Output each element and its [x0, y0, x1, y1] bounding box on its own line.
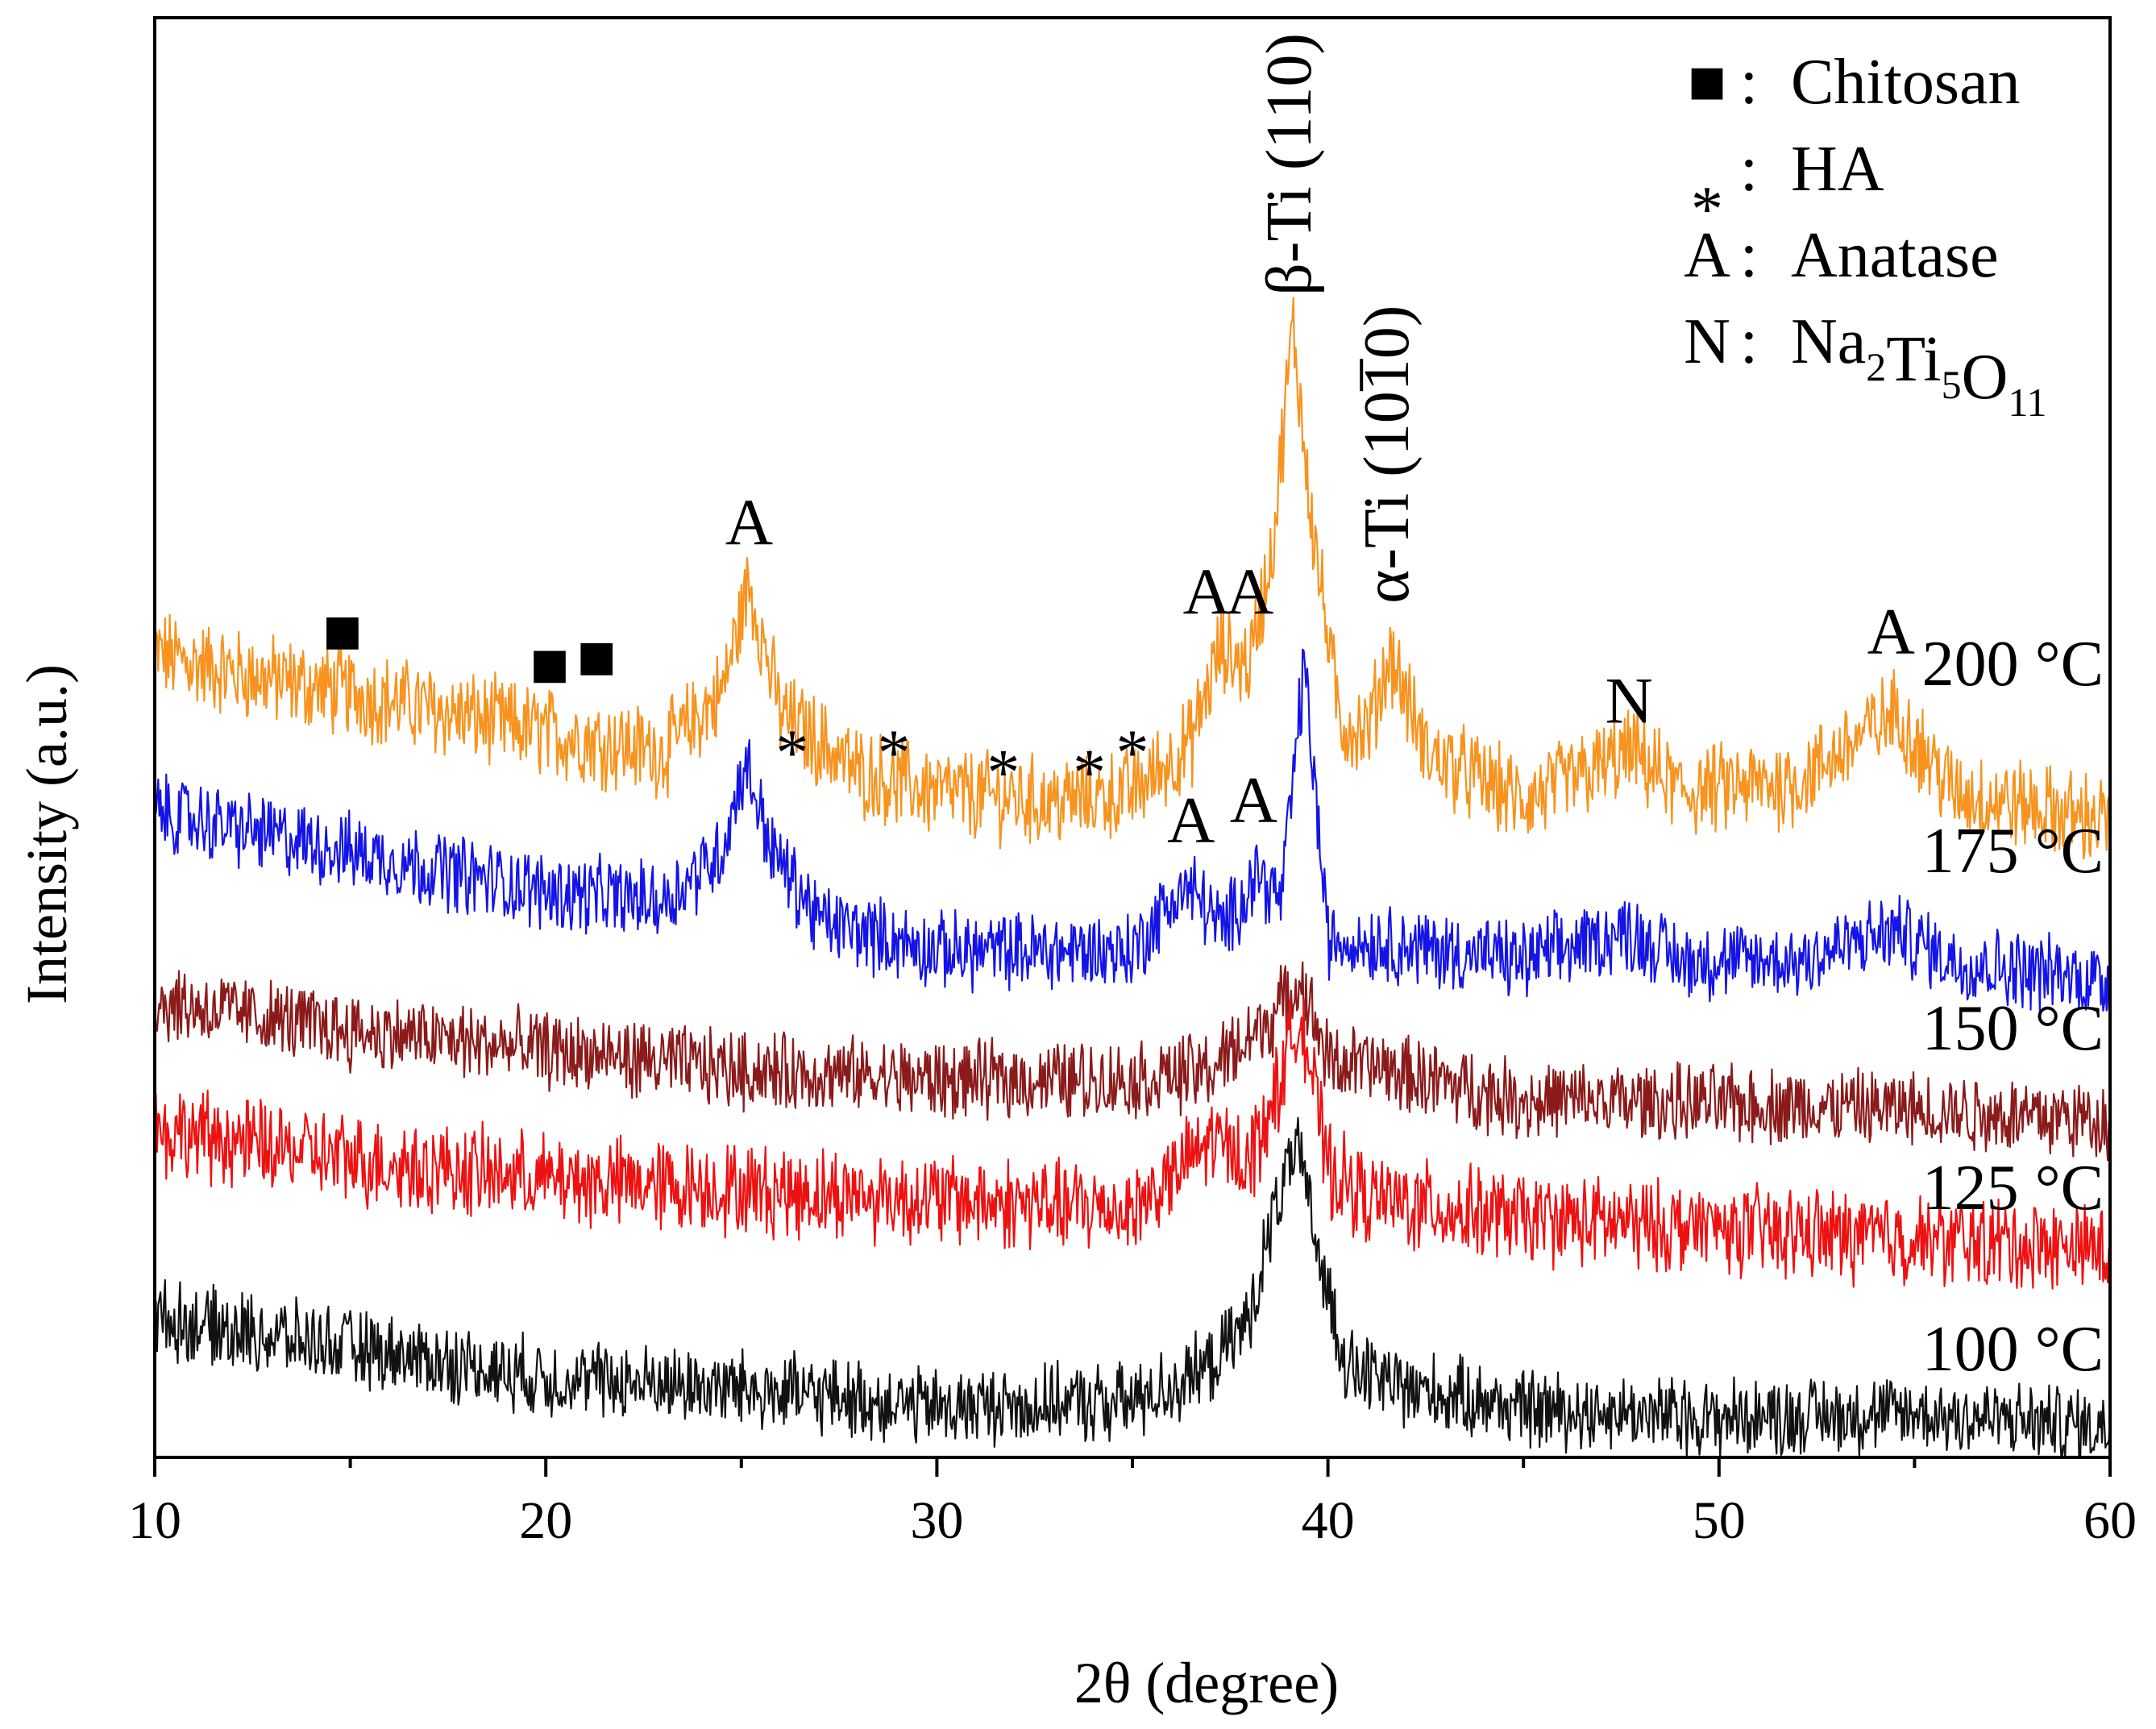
legend: ■: Chitosan *: HA A: Anatase N: Na2Ti5O11: [1684, 47, 2046, 425]
peak-label: A: [1867, 594, 1915, 667]
chitosan-marker: ■: [322, 594, 363, 667]
legend-entry: HA: [1791, 134, 1884, 205]
series-line-2: [155, 648, 2110, 1013]
legend-entry: Chitosan: [1791, 47, 2020, 118]
legend-separator: :: [1740, 134, 1758, 205]
peak-label: A: [1183, 555, 1231, 628]
peak-label: A: [725, 485, 773, 559]
beta-ti-label: β-Ti (110): [1254, 33, 1325, 296]
x-tick-label: 60: [2083, 1491, 2137, 1550]
ha-marker: *: [1116, 716, 1149, 789]
legend-marker: N: [1684, 306, 1730, 377]
ha-marker: *: [775, 716, 808, 789]
peak-label: N: [1606, 664, 1653, 738]
ha-marker: *: [1073, 735, 1106, 808]
x-tick-label: 20: [519, 1491, 572, 1550]
series-label: 100 °C: [1922, 1314, 2104, 1385]
ha-marker: *: [878, 716, 911, 789]
y-axis-title: Intensity (a.u.): [15, 664, 79, 1004]
x-tick-label: 30: [910, 1491, 963, 1550]
x-tick-label: 10: [128, 1491, 181, 1550]
peak-label: A: [1226, 555, 1273, 628]
peak-label: A: [1230, 763, 1277, 837]
series-label: 175 °C: [1922, 816, 2104, 887]
alpha-ti-label: α-Ti (1010): [1352, 305, 1423, 604]
series-line-5: [155, 1116, 2110, 1457]
legend-marker: *: [1691, 174, 1723, 245]
series-line-1: [155, 297, 2110, 860]
chitosan-marker: ■: [530, 628, 570, 701]
legend-separator: :: [1740, 220, 1758, 291]
legend-separator: :: [1740, 306, 1758, 377]
peak-label: A: [1167, 783, 1215, 856]
axes: 10 20 30 40 50 60: [128, 16, 2137, 1550]
ha-marker: *: [987, 735, 1020, 808]
x-axis-title: 2θ (degree): [1074, 1651, 1339, 1715]
legend-entry: Na2Ti5O11: [1791, 306, 2047, 425]
series-line-4: [155, 999, 2110, 1290]
legend-separator: :: [1740, 47, 1758, 118]
series-labels: 200 °C 175 °C 150 °C 125 °C 100 °C: [1922, 629, 2104, 1385]
series-label: 150 °C: [1922, 993, 2104, 1064]
series-label: 200 °C: [1922, 629, 2104, 700]
x-tick-label: 50: [1693, 1491, 1746, 1550]
legend-marker: A: [1684, 220, 1730, 291]
legend-entry: Anatase: [1791, 220, 1999, 291]
series-line-3: [155, 961, 2110, 1162]
series-label: 125 °C: [1922, 1153, 2104, 1224]
x-tick-label: 40: [1302, 1491, 1355, 1550]
legend-marker: ■: [1688, 47, 1726, 118]
plot-area: [155, 297, 2110, 1457]
chitosan-marker: ■: [577, 620, 617, 693]
